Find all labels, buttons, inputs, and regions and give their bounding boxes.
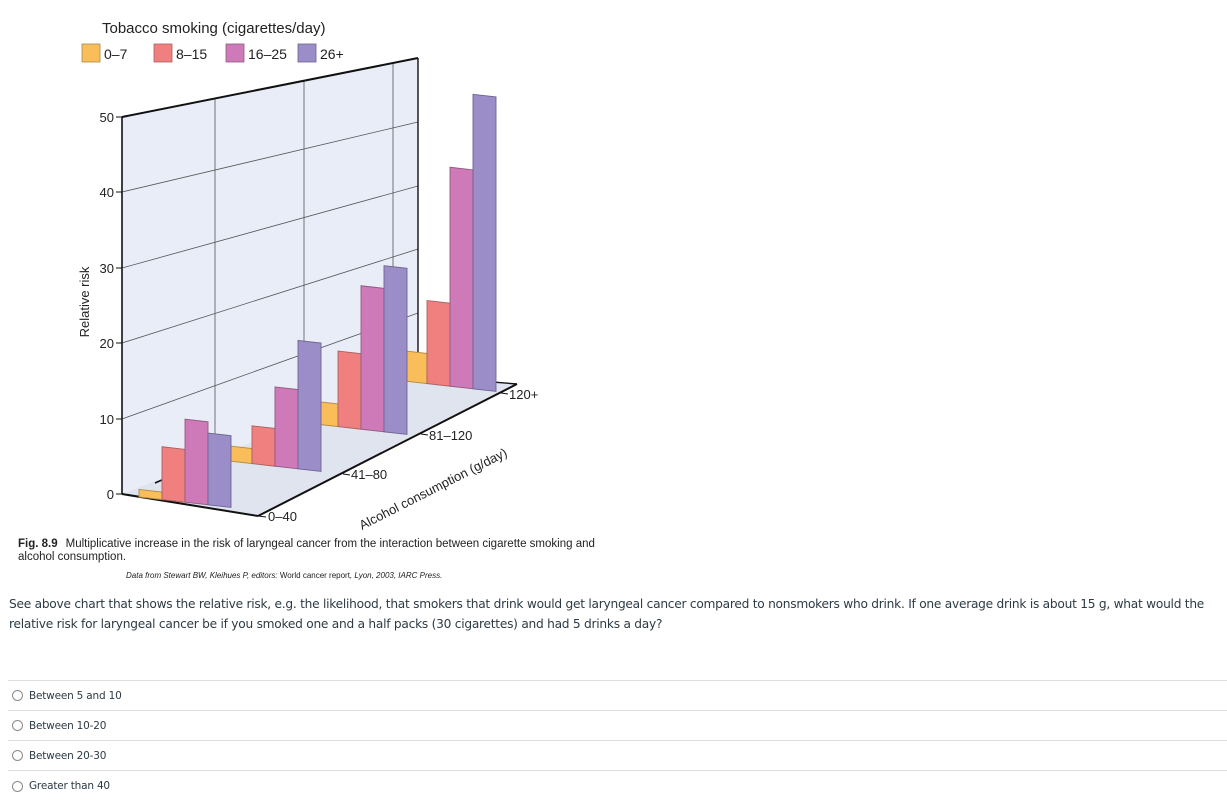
figure-caption: Fig. 8.9 Multiplicative increase in the r… (18, 538, 608, 564)
source-suffix: , Lyon, 2003, IARC Press. (349, 571, 443, 580)
radio-button[interactable] (12, 750, 23, 761)
figure-label: Fig. 8.9 (18, 538, 58, 550)
y-tick-30: 30 (100, 261, 114, 276)
relative-risk-3d-bar-chart: Tobacco smoking (cigarettes/day) 0–7 8–1… (77, 20, 538, 533)
x-tick-0-40: 0–40 (268, 509, 297, 524)
bar-0–40-16–25 (184, 418, 209, 506)
legend-label-26-plus: 26+ (320, 46, 344, 62)
legend-swatch-16-25 (225, 43, 245, 63)
question-text: See above chart that shows the relative … (9, 597, 1205, 631)
bar-120+-26+ (472, 93, 497, 392)
legend-label-0-7: 0–7 (104, 46, 128, 62)
x-tick-120-plus: 120+ (509, 387, 538, 402)
bar-120+-8–15 (426, 300, 451, 387)
bar-81–120-16–25 (360, 285, 385, 433)
x-tick-41-80: 41–80 (351, 467, 387, 482)
answer-label: Between 10-20 (29, 719, 107, 732)
radio-button[interactable] (12, 780, 23, 792)
source-prefix: Data from Stewart BW, Kleihues P, editor… (126, 571, 280, 580)
y-gridlines (121, 121, 419, 420)
bar-41–80-0–7 (228, 445, 253, 465)
source-title: World cancer report (279, 571, 350, 580)
answer-list: Between 5 and 10 Between 10-20 Between 2… (8, 680, 1227, 801)
legend-swatch-8-15 (153, 43, 173, 63)
y-tick-20: 20 (100, 336, 114, 351)
answer-label: Between 5 and 10 (29, 689, 122, 702)
answer-option-3[interactable]: Between 20-30 (8, 740, 1227, 770)
answer-option-1[interactable]: Between 5 and 10 (8, 680, 1227, 710)
x-tick-81-120: 81–120 (429, 428, 472, 443)
bar-0–40-8–15 (161, 446, 186, 503)
legend: 0–7 8–15 16–25 26+ (81, 43, 344, 63)
figure-source: Data from Stewart BW, Kleihues P, editor… (126, 571, 442, 580)
legend-swatch-26-plus (297, 43, 317, 63)
bar-81–120-8–15 (337, 350, 362, 430)
legend-label-8-15: 8–15 (176, 46, 207, 62)
y-tick-0: 0 (107, 487, 114, 502)
y-tick-40: 40 (100, 185, 114, 200)
bar-41–80-16–25 (274, 386, 299, 470)
figure-caption-text: Multiplicative increase in the risk of l… (18, 538, 595, 563)
bar-41–80-8–15 (251, 425, 276, 467)
y-axis-label: Relative risk (77, 266, 92, 337)
legend-label-16-25: 16–25 (248, 46, 287, 62)
answer-label: Greater than 40 (29, 780, 110, 792)
bar-120+-16–25 (449, 166, 474, 390)
y-axis: 0 10 20 30 40 50 Relative risk (77, 110, 122, 502)
answer-option-2[interactable]: Between 10-20 (8, 710, 1227, 740)
bar-41–80-26+ (297, 339, 322, 472)
answer-label: Between 20-30 (29, 749, 107, 762)
radio-button[interactable] (12, 720, 23, 731)
bar-0–40-26+ (207, 432, 232, 508)
answer-option-4[interactable]: Greater than 40 (8, 770, 1227, 801)
bar-81–120-26+ (383, 265, 408, 435)
x-axis-label: Alcohol consumption (g/day) (357, 445, 510, 533)
legend-swatch-0-7 (81, 43, 101, 63)
chart-frame (121, 57, 518, 517)
y-tick-10: 10 (100, 412, 114, 427)
y-tick-50: 50 (100, 110, 114, 125)
legend-title: Tobacco smoking (cigarettes/day) (102, 20, 325, 37)
bars (138, 93, 497, 508)
radio-button[interactable] (12, 690, 23, 701)
